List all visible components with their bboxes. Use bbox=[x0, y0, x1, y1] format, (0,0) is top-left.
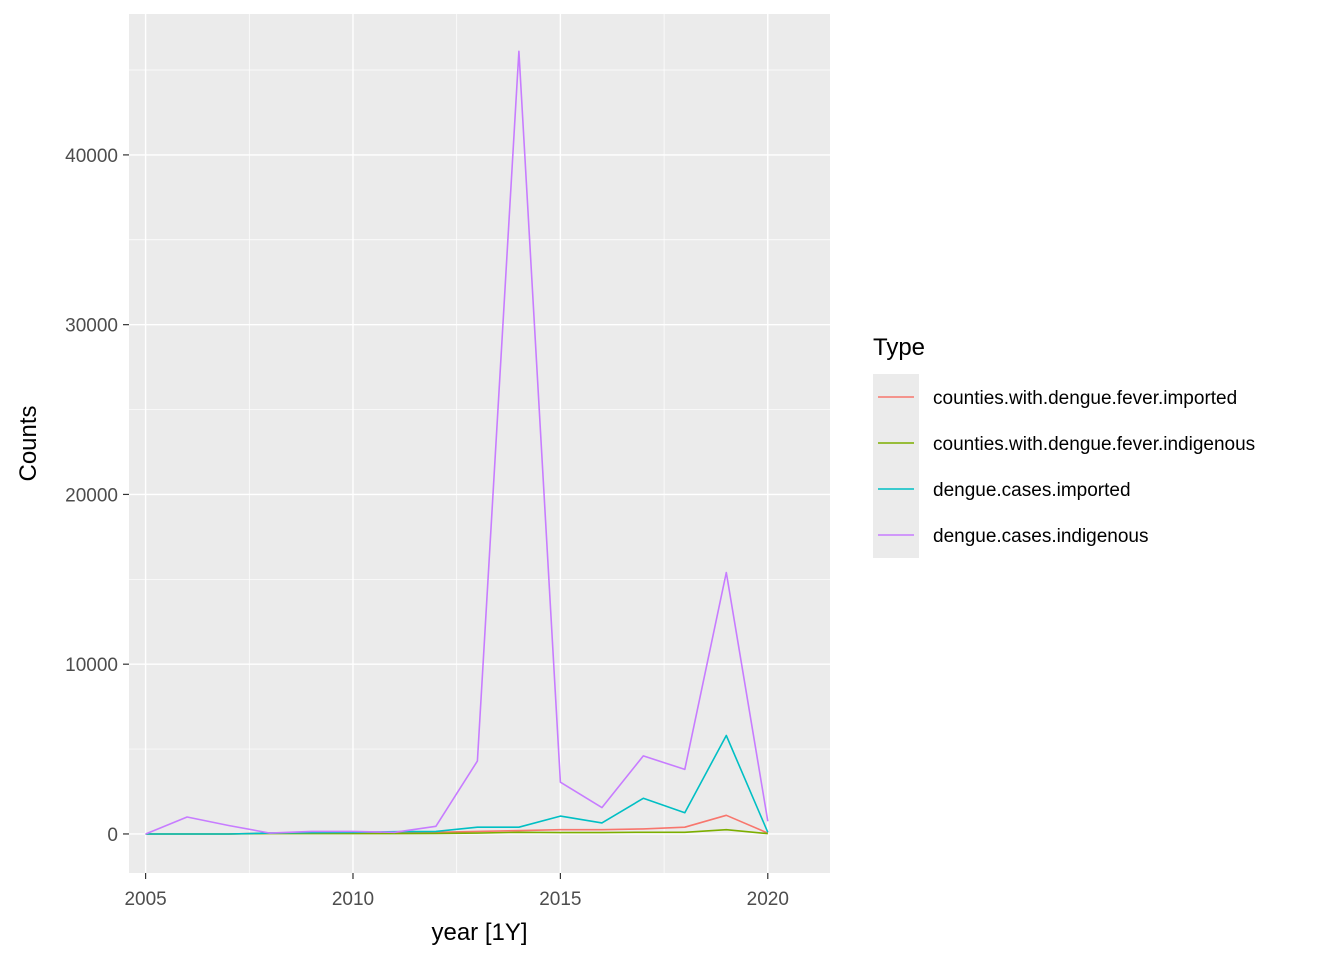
series-lines bbox=[145, 50, 769, 835]
series-line-dengue.cases.indigenous bbox=[145, 50, 769, 835]
legend-label: counties.with.dengue.fever.indigenous bbox=[933, 434, 1255, 455]
x-tick-label: 2010 bbox=[332, 889, 374, 910]
y-tick-label: 0 bbox=[107, 825, 118, 846]
y-tick-label: 10000 bbox=[65, 655, 118, 676]
x-axis-title: year [1Y] bbox=[431, 919, 527, 946]
y-axis: 0 10000 20000 30000 40000 bbox=[65, 146, 129, 846]
legend-keys: counties.with.dengue.fever.imported count… bbox=[873, 374, 1255, 558]
plot-panel bbox=[129, 14, 830, 873]
x-axis: 2005 2010 2015 2020 bbox=[124, 873, 789, 910]
major-gridlines bbox=[129, 14, 830, 873]
minor-gridlines bbox=[129, 14, 830, 873]
x-tick-label: 2005 bbox=[124, 889, 166, 910]
x-tick-label: 2015 bbox=[539, 889, 581, 910]
y-tick-label: 20000 bbox=[65, 485, 118, 506]
y-axis-title: Counts bbox=[15, 405, 42, 481]
series-line-dengue.cases.imported bbox=[145, 734, 769, 835]
legend-label: counties.with.dengue.fever.imported bbox=[933, 388, 1237, 409]
legend: Type counties.with.dengue.fever.imported… bbox=[873, 334, 1255, 558]
legend-label: dengue.cases.indigenous bbox=[933, 526, 1149, 547]
x-tick-label: 2020 bbox=[747, 889, 789, 910]
legend-label: dengue.cases.imported bbox=[933, 480, 1131, 501]
y-tick-label: 30000 bbox=[65, 316, 118, 337]
y-tick-label: 40000 bbox=[65, 146, 118, 167]
legend-title: Type bbox=[873, 334, 925, 361]
